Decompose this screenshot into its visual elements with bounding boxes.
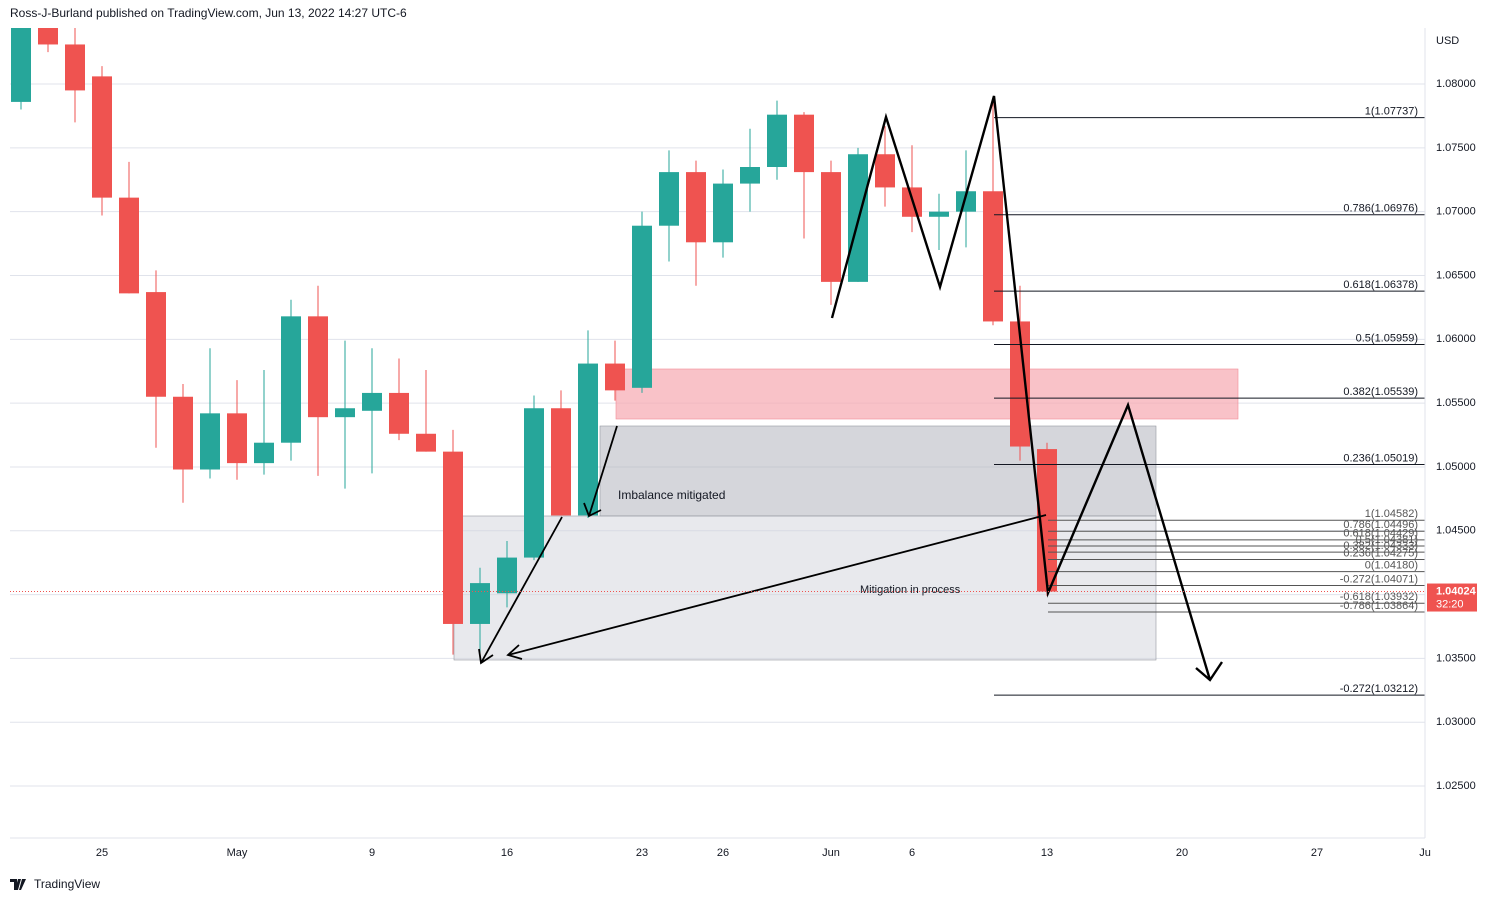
candle-body (119, 197, 139, 294)
fib-label: 1(1.07737) (1365, 106, 1418, 118)
x-tick-label: May (227, 847, 248, 859)
candle-body (929, 211, 949, 217)
candle-body (713, 183, 733, 243)
arrow-head (1195, 661, 1223, 682)
candle-body (335, 408, 355, 418)
annotation: Imbalance mitigated (618, 488, 725, 502)
logo: TradingView (10, 877, 100, 891)
candle-body (416, 433, 436, 452)
candle-body (821, 172, 841, 282)
y-tick-label: 1.07000 (1436, 206, 1476, 218)
candle-body (362, 392, 382, 411)
candle-body (551, 408, 571, 516)
y-tick-label: 1.05500 (1436, 397, 1476, 409)
y-tick-label: 1.03000 (1436, 716, 1476, 728)
fib-label: 0.618(1.04429) (1343, 528, 1418, 540)
x-tick-label: 13 (1041, 847, 1053, 859)
x-tick-label: 26 (717, 847, 729, 859)
candle-body (794, 114, 814, 173)
fib-label: 0.382(1.04333) (1343, 540, 1418, 552)
candle-body (173, 396, 193, 470)
candle-body (605, 363, 625, 391)
fib-label: 0.786(1.04496) (1343, 519, 1418, 531)
fib-label: 0.618(1.06378) (1343, 279, 1418, 291)
drawings (478, 95, 1223, 682)
pattern-line (830, 95, 1212, 681)
x-tick-label: 6 (909, 847, 915, 859)
candle-body (11, 28, 31, 102)
candle-body (632, 225, 652, 388)
candle-body (578, 363, 598, 516)
candle-body (227, 413, 247, 464)
footer: TradingView (34, 877, 100, 891)
candle-body (659, 172, 679, 226)
fib-label: 0.786(1.06976) (1343, 203, 1418, 215)
candle-body (65, 44, 85, 91)
candle-body (1010, 321, 1030, 447)
candle-body (443, 451, 463, 624)
arrow-line (588, 425, 618, 517)
y-tick-label: 1.05000 (1436, 461, 1476, 473)
x-tick-label: 27 (1311, 847, 1323, 859)
arrow-line (480, 516, 563, 664)
arrow-head (506, 644, 523, 660)
fib-label: -0.786(1.03864) (1340, 600, 1418, 612)
candle-body (200, 413, 220, 470)
candle-body (956, 191, 976, 212)
y-tick-label: 1.02500 (1436, 780, 1476, 792)
candle-body (308, 316, 328, 418)
fib-label: 0.236(1.04275) (1343, 547, 1418, 559)
candle-body (524, 408, 544, 558)
x-tick-label: 23 (636, 847, 648, 859)
fib-label: 1(1.04582) (1365, 508, 1418, 520)
price-tag (1427, 583, 1477, 612)
header: Ross-J-Burland published on TradingView.… (10, 6, 407, 20)
candle-body (740, 166, 760, 184)
y-tick-label: 1.03500 (1436, 652, 1476, 664)
candle-body (497, 557, 517, 594)
x-tick-label: Ju (1419, 847, 1431, 859)
imbalance-zone (599, 425, 1157, 517)
x-tick-label: 25 (96, 847, 108, 859)
y-tick-label: 1.08000 (1436, 78, 1476, 90)
candle-body (983, 191, 1003, 322)
candle-body (470, 583, 490, 624)
arrow-head (478, 648, 494, 665)
annotation: Mitigation in process (860, 584, 961, 596)
countdown: 32:20 (1436, 598, 1464, 610)
fib-label: 0.382(1.05539) (1343, 386, 1418, 398)
candle-body (92, 76, 112, 198)
candle-body (686, 172, 706, 243)
y-tick-label: 1.06500 (1436, 269, 1476, 281)
candle-body (1037, 449, 1057, 592)
arrow-head (583, 502, 602, 518)
candle-body (767, 114, 787, 167)
last-price-label: 1.04024 (1436, 585, 1477, 597)
fib-label: -0.272(1.03212) (1340, 683, 1418, 695)
fib-label: -0.272(1.04071) (1340, 573, 1418, 585)
fib-label: 0.5(1.05959) (1356, 332, 1418, 344)
x-tick-label: 20 (1176, 847, 1188, 859)
x-tick-label: 16 (501, 847, 513, 859)
fib-label: 0(1.04180) (1365, 560, 1418, 572)
currency: USD (1436, 35, 1459, 47)
candle-body (254, 442, 274, 464)
x-tick-label: Jun (822, 847, 840, 859)
candle-body (38, 28, 58, 45)
candle-body (389, 392, 409, 434)
y-tick-label: 1.06000 (1436, 333, 1476, 345)
arrow-line (507, 514, 1047, 656)
fib-label: 0.236(1.05019) (1343, 452, 1418, 464)
candle-body (281, 316, 301, 443)
supply-zone (615, 368, 1239, 420)
y-tick-label: 1.07500 (1436, 142, 1476, 154)
y-tick-label: 1.04500 (1436, 525, 1476, 537)
fib-label: -0.618(1.03932) (1340, 591, 1418, 603)
x-tick-label: 9 (369, 847, 375, 859)
fib-label: 0.5(1.04381) (1356, 534, 1418, 546)
candle-body (875, 154, 895, 188)
candle-body (146, 292, 166, 397)
